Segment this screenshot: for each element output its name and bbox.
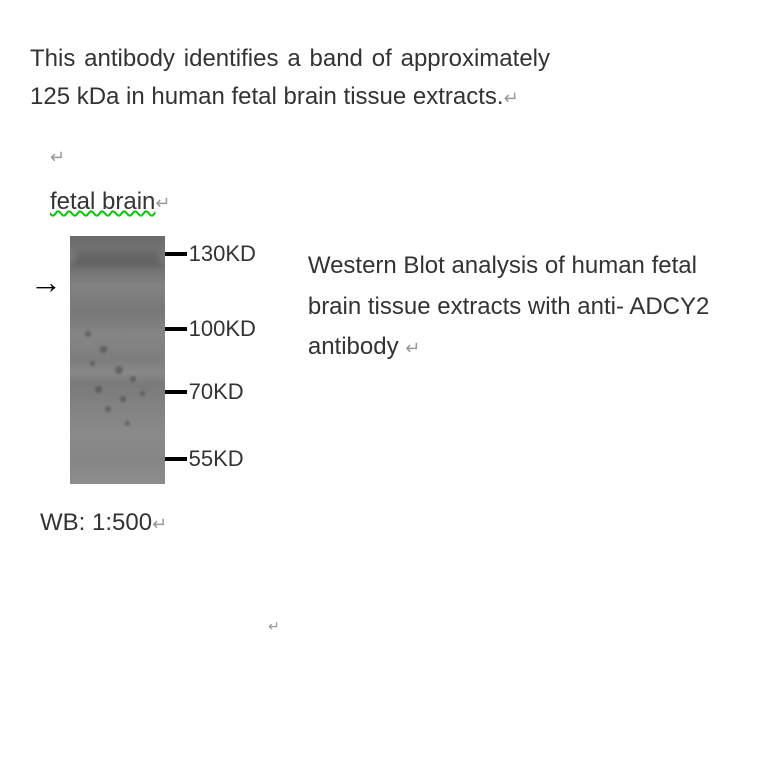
blot-spot <box>90 361 95 366</box>
blot-spot <box>85 331 91 337</box>
marker-70KD: 70KD <box>165 379 244 405</box>
marker-130KD: 130KD <box>165 241 256 267</box>
band-arrow-icon: → <box>30 264 62 300</box>
blot-spot <box>95 386 102 393</box>
blot-lane-image <box>70 236 165 484</box>
blot-spot <box>125 421 130 426</box>
blot-section: → 130KD 100KD 70KD 55KD Western Blot analys… <box>30 236 734 484</box>
marker-label-text: 70KD <box>189 379 244 405</box>
return-mark-2: ↵ <box>50 147 734 168</box>
blot-spot <box>140 391 145 396</box>
blot-spot <box>120 396 126 402</box>
marker-label-text: 100KD <box>189 316 256 342</box>
description-content: This antibody identifies a band of appro… <box>30 45 550 110</box>
marker-55KD: 55KD <box>165 446 244 472</box>
blot-spot <box>100 346 107 353</box>
return-mark-1: ↵ <box>504 84 519 113</box>
blot-container: 130KD 100KD 70KD 55KD <box>70 236 268 484</box>
description-text: This antibody identifies a band of appro… <box>30 40 550 117</box>
marker-tick <box>165 327 187 331</box>
marker-tick <box>165 252 187 256</box>
return-mark-5: ↵ <box>152 514 167 535</box>
arrow-column: → <box>30 236 70 301</box>
dilution-value: WB: 1:500 <box>40 509 152 536</box>
marker-label-text: 130KD <box>189 241 256 267</box>
return-mark-3: ↵ <box>155 193 170 214</box>
dilution-text: WB: 1:500↵ <box>40 509 734 537</box>
sample-label: fetal brain <box>50 188 155 216</box>
marker-tick <box>165 457 187 461</box>
small-return-mark: ↵ <box>268 618 280 635</box>
caption-content: Western Blot analysis of human fetal bra… <box>308 252 710 361</box>
marker-label-text: 55KD <box>189 446 244 472</box>
caption-text: Western Blot analysis of human fetal bra… <box>308 246 734 368</box>
blot-spot <box>130 376 136 382</box>
return-mark-4: ↵ <box>405 333 420 364</box>
marker-tick <box>165 390 187 394</box>
blot-spot <box>105 406 111 412</box>
blot-spot <box>115 366 123 374</box>
marker-100KD: 100KD <box>165 316 256 342</box>
